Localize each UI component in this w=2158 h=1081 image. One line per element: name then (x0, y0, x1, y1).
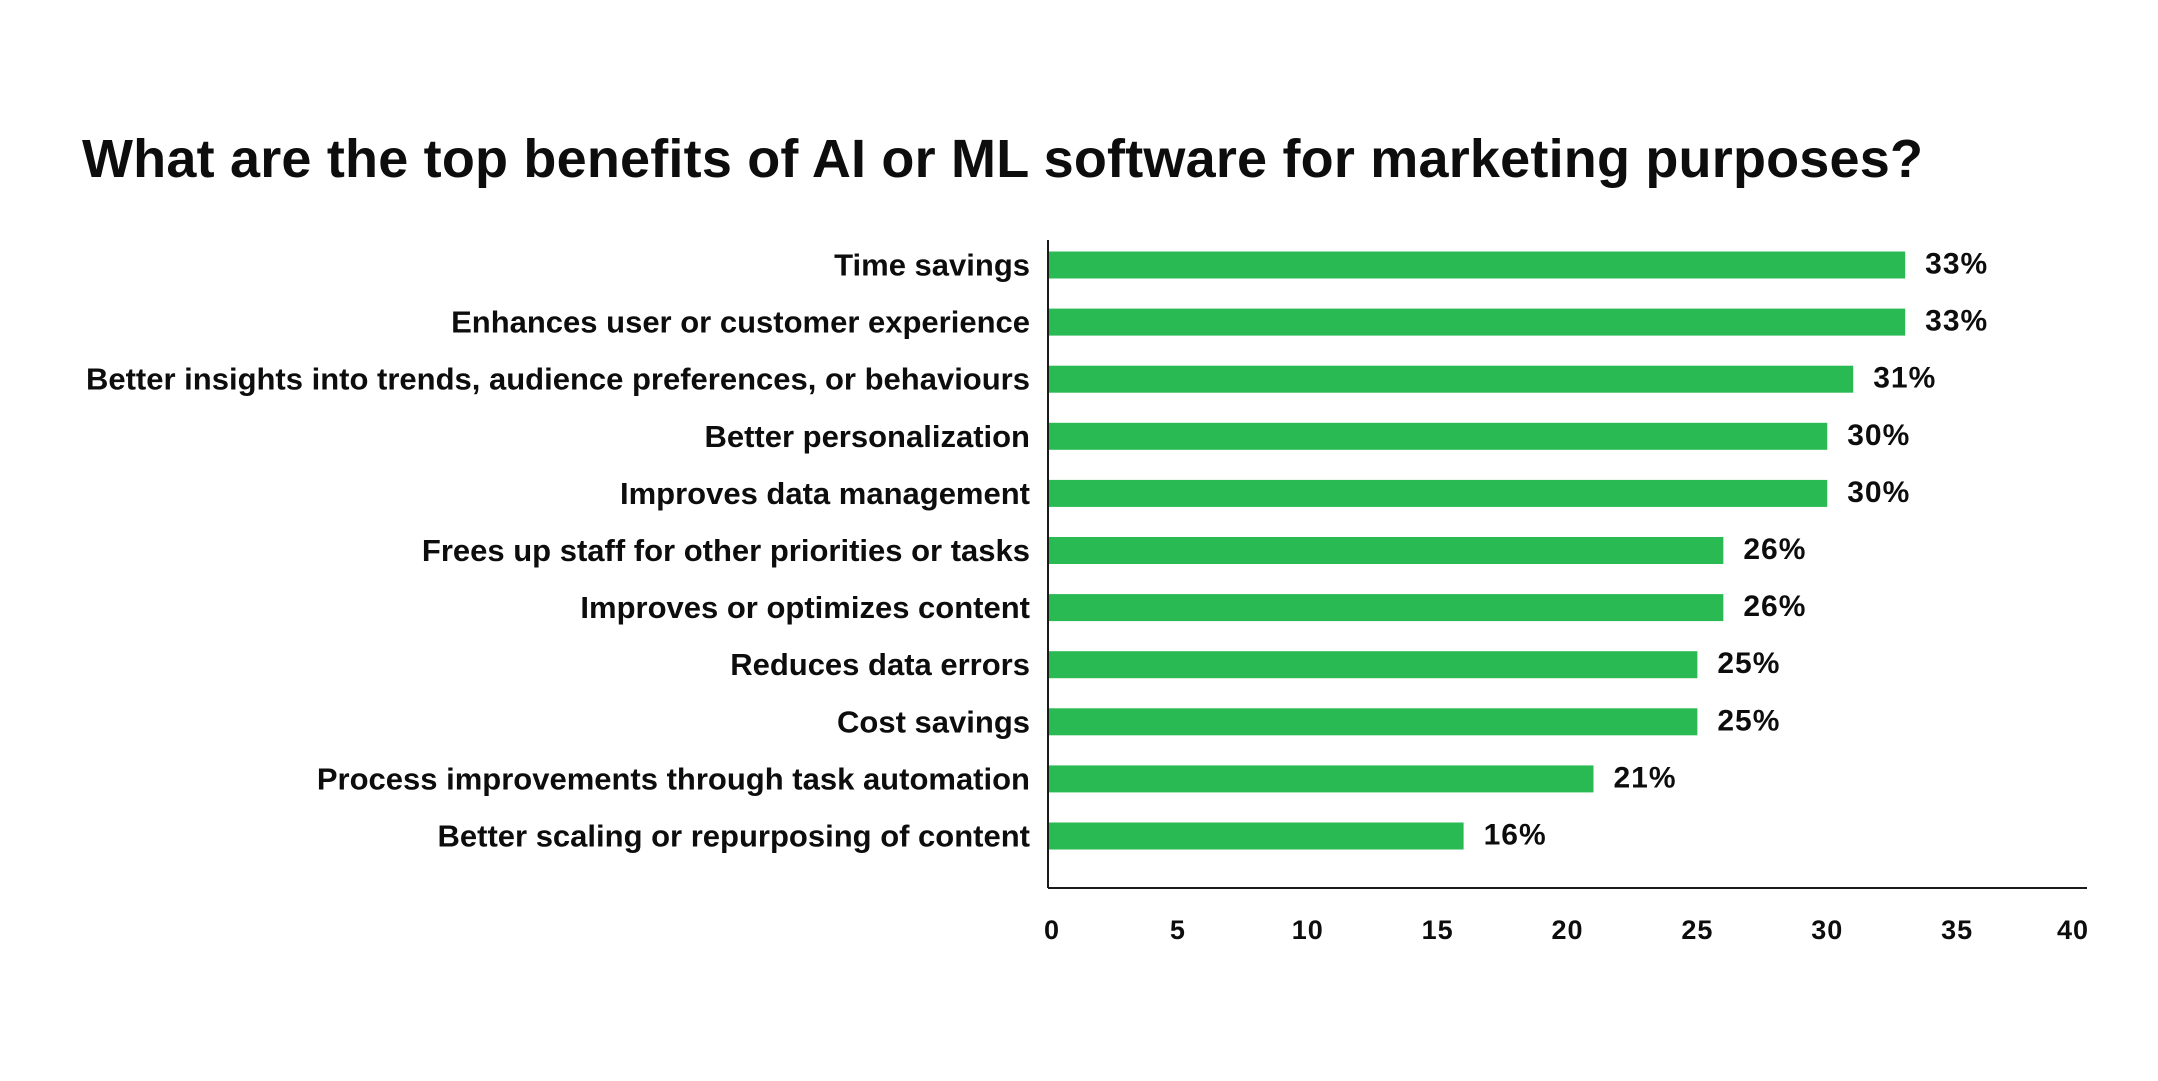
category-label: Improves or optimizes content (580, 590, 1030, 625)
category-label: Reduces data errors (730, 647, 1030, 682)
category-label: Time savings (834, 248, 1030, 283)
category-label: Frees up staff for other priorities or t… (422, 533, 1030, 568)
bar (1048, 765, 1594, 793)
x-tick-labels: 0 5 10 15 20 25 30 35 40 (1044, 915, 2089, 945)
x-tick-label: 15 (1422, 915, 1454, 945)
x-tick-label: 30 (1811, 915, 1843, 945)
bar (1048, 422, 1828, 450)
value-label: 30% (1847, 419, 1910, 452)
x-tick-label: 0 (1044, 915, 1060, 945)
x-tick-label: 40 (2057, 915, 2089, 945)
value-label: 26% (1743, 590, 1806, 623)
bar (1048, 251, 1906, 279)
x-tick-label: 20 (1551, 915, 1583, 945)
bars-group (1048, 251, 1906, 850)
axes (1047, 240, 2087, 889)
bar (1048, 308, 1906, 336)
category-label: Better scaling or repurposing of content (438, 819, 1031, 854)
bar (1048, 479, 1828, 507)
bar (1048, 594, 1724, 622)
x-tick-label: 5 (1170, 915, 1186, 945)
bar (1048, 365, 1854, 393)
category-label: Better insights into trends, audience pr… (86, 362, 1030, 397)
category-label: Improves data management (620, 476, 1030, 511)
value-label: 25% (1717, 704, 1780, 737)
category-labels: Time savings Enhances user or customer ex… (86, 248, 1030, 854)
value-label: 33% (1925, 305, 1988, 338)
bar (1048, 651, 1698, 679)
chart-title: What are the top benefits of AI or ML so… (82, 129, 1924, 189)
x-tick-label: 25 (1681, 915, 1713, 945)
value-label: 25% (1717, 647, 1780, 680)
x-tick-label: 35 (1941, 915, 1973, 945)
category-label: Process improvements through task automa… (317, 761, 1030, 796)
category-label: Cost savings (837, 704, 1030, 739)
value-label: 16% (1484, 819, 1547, 852)
value-label: 21% (1613, 761, 1676, 794)
x-tick-label: 10 (1292, 915, 1324, 945)
bar (1048, 708, 1698, 736)
value-label: 33% (1925, 248, 1988, 281)
value-label: 30% (1847, 476, 1910, 509)
value-label: 26% (1743, 533, 1806, 566)
bar (1048, 537, 1724, 564)
bar (1048, 822, 1464, 850)
value-labels: 33% 33% 31% 30% 30% 26% 26% 25% 25% 21% 16% (1484, 248, 1988, 852)
category-label: Better personalization (704, 419, 1030, 454)
category-label: Enhances user or customer experience (451, 305, 1030, 340)
value-label: 31% (1873, 362, 1936, 395)
